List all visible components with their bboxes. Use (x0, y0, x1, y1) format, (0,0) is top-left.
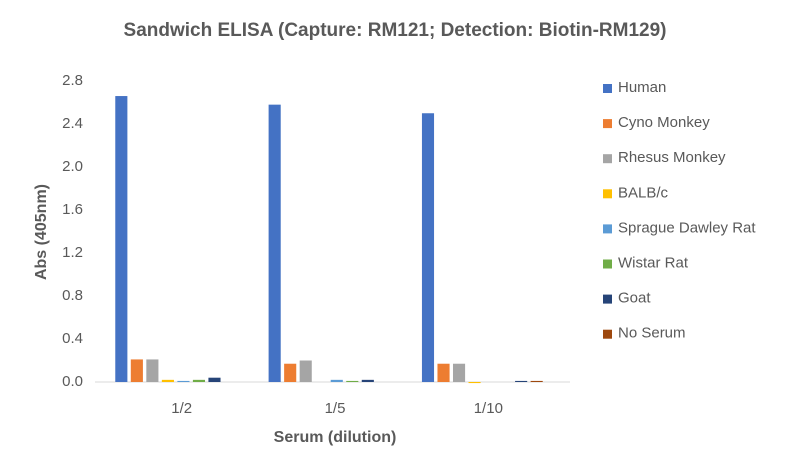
y-tick-label: 0.4 (62, 330, 83, 347)
bar (146, 359, 159, 382)
y-tick-label: 0.0 (62, 373, 83, 390)
legend-label: Rhesus Monkey (618, 149, 726, 166)
legend-label: Sprague Dawley Rat (618, 219, 756, 236)
bar (161, 379, 174, 382)
legend-swatch (603, 224, 612, 234)
bar (177, 380, 190, 382)
bar (330, 379, 343, 382)
y-tick-label: 0.8 (62, 287, 83, 304)
legend-swatch (603, 329, 612, 339)
legend-label: Human (618, 79, 666, 96)
bar (515, 380, 528, 382)
bar (361, 379, 374, 382)
y-tick-label: 1.2 (62, 244, 83, 261)
bar (192, 379, 206, 382)
bar (437, 363, 450, 382)
legend-swatch (603, 189, 612, 199)
bar (284, 363, 297, 382)
bar (468, 382, 481, 384)
legend-swatch (603, 154, 612, 164)
legend-swatch (603, 119, 612, 129)
legend-label: Goat (618, 290, 651, 307)
bar (346, 380, 359, 382)
y-tick-label: 2.4 (62, 115, 83, 132)
bar (530, 380, 543, 382)
legend-swatch (603, 84, 612, 93)
bar (208, 377, 221, 382)
y-tick-label: 1.6 (62, 201, 83, 218)
legend-swatch (603, 294, 612, 304)
y-tick-label: 2.0 (62, 158, 83, 175)
y-axis-title: Abs (405nm) (33, 184, 50, 280)
legend-label: BALB/c (618, 184, 669, 201)
bar (299, 360, 312, 382)
bar (421, 113, 435, 382)
bar (268, 104, 281, 383)
bar (452, 363, 466, 382)
bar (115, 96, 128, 383)
bar (130, 359, 143, 382)
y-tick-label: 2.8 (62, 72, 83, 89)
legend-label: No Serum (618, 325, 686, 342)
x-tick-label: 1/5 (325, 400, 346, 417)
legend-swatch (603, 259, 612, 269)
legend-label: Cyno Monkey (618, 114, 710, 131)
x-tick-label: 1/2 (171, 400, 192, 417)
chart-title: Sandwich ELISA (Capture: RM121; Detectio… (124, 20, 667, 41)
x-tick-label: 1/10 (474, 400, 503, 417)
legend-label: Wistar Rat (618, 254, 689, 271)
x-axis-title: Serum (dilution) (274, 429, 397, 446)
